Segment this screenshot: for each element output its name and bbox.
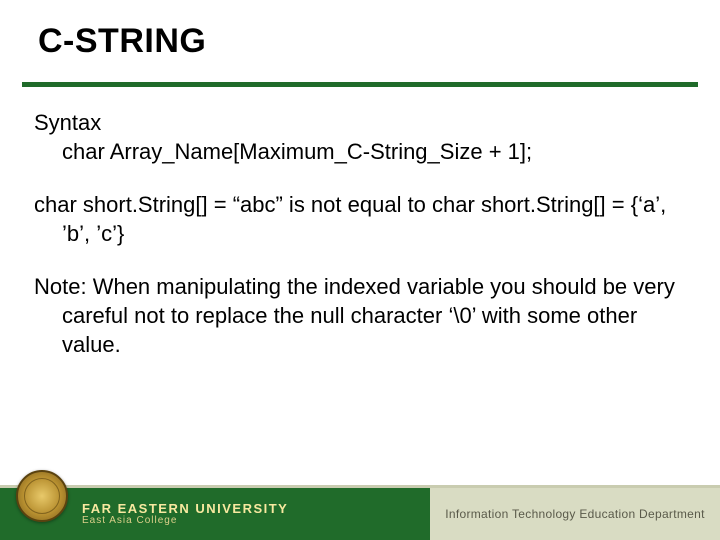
footer-right: Information Technology Education Departm… bbox=[430, 488, 720, 540]
slide-title: C-STRING bbox=[38, 22, 206, 61]
footer: FAR EASTERN UNIVERSITY East Asia College… bbox=[0, 488, 720, 540]
syntax-line: char Array_Name[Maximum_C-String_Size + … bbox=[34, 137, 686, 166]
department-name: Information Technology Education Departm… bbox=[445, 507, 705, 521]
example-block: char short.String[] = “abc” is not equal… bbox=[34, 190, 686, 248]
syntax-block: Syntax char Array_Name[Maximum_C-String_… bbox=[34, 108, 686, 166]
note-block: Note: When manipulating the indexed vari… bbox=[34, 272, 686, 359]
note-text: Note: When manipulating the indexed vari… bbox=[34, 272, 686, 359]
title-underline bbox=[22, 82, 698, 87]
university-block: FAR EASTERN UNIVERSITY East Asia College bbox=[82, 502, 288, 526]
college-name: East Asia College bbox=[82, 516, 288, 526]
syntax-label: Syntax bbox=[34, 110, 101, 135]
slide: C-STRING Syntax char Array_Name[Maximum_… bbox=[0, 0, 720, 540]
university-seal-icon bbox=[16, 470, 68, 522]
university-name: FAR EASTERN UNIVERSITY bbox=[82, 502, 288, 515]
footer-left: FAR EASTERN UNIVERSITY East Asia College bbox=[0, 488, 430, 540]
example-text: char short.String[] = “abc” is not equal… bbox=[34, 190, 686, 248]
slide-body: Syntax char Array_Name[Maximum_C-String_… bbox=[34, 108, 686, 383]
